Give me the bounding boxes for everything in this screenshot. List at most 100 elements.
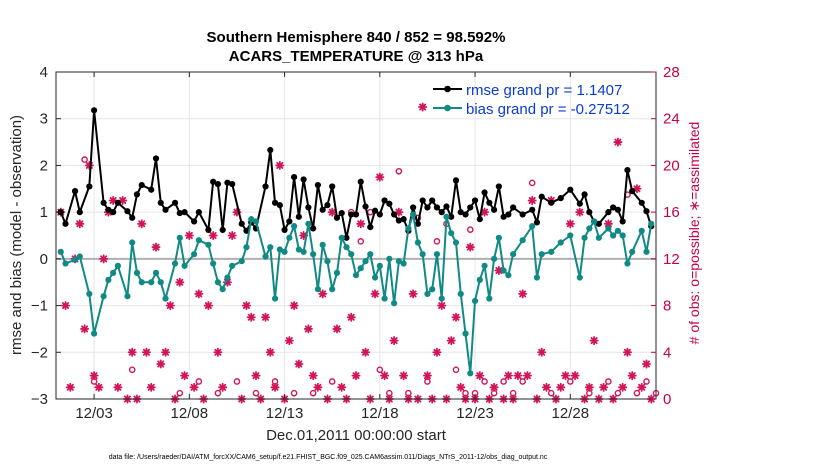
- chart-subtitle: ACARS_TEMPERATURE @ 313 hPa: [229, 48, 484, 65]
- bias-point: [643, 248, 650, 255]
- rmse-point: [176, 209, 183, 217]
- right-y-tick-label: 12: [663, 251, 680, 268]
- bias-point: [624, 260, 631, 267]
- obs-assimilated-stroke: [62, 302, 70, 310]
- obs-possible-marker: [252, 389, 260, 397]
- rmse-point: [152, 155, 160, 162]
- bias-point: [338, 234, 345, 241]
- rmse-point: [438, 209, 445, 216]
- obs-assimilated-marker: [218, 382, 228, 392]
- rmse-point: [219, 226, 226, 233]
- bias-point: [243, 244, 250, 251]
- bias-point: [110, 269, 117, 276]
- rmse-point: [381, 197, 388, 204]
- bias-point: [224, 274, 231, 281]
- obs-assimilated-marker: [437, 301, 447, 311]
- bias-point: [433, 251, 441, 258]
- bias-point: [576, 274, 583, 281]
- bias-point: [452, 239, 460, 246]
- rmse-point: [610, 204, 617, 211]
- obs-assimilated-stroke: [423, 372, 431, 380]
- obs-assimilated-marker: [432, 347, 442, 357]
- obs-assimilated-stroke: [242, 302, 250, 310]
- obs-possible-marker: [433, 238, 441, 245]
- obs-assimilated-marker: [361, 347, 371, 357]
- obs-assimilated-stroke: [628, 372, 636, 380]
- obs-assimilated-stroke: [438, 302, 446, 310]
- bias-point: [76, 253, 83, 260]
- obs-possible-marker: [376, 366, 384, 374]
- x-axis-ticks: 12/03 12/08 12/13 12/18 12/23 12/28: [75, 72, 589, 422]
- bias-point: [405, 225, 412, 232]
- obs-assimilated-stroke: [476, 372, 484, 380]
- obs-assimilated-stroke: [352, 372, 360, 380]
- obs-assimilated-marker: [161, 347, 171, 357]
- rmse-point: [157, 199, 164, 206]
- obs-assimilated-stroke: [147, 383, 155, 391]
- rmse-point: [419, 197, 426, 204]
- rmse-point: [267, 146, 274, 154]
- x-tick-label: 12/18: [361, 405, 399, 422]
- x-axis-label: Dec.01,2011 00:00:00 start: [266, 427, 447, 444]
- bias-point: [352, 272, 360, 279]
- obs-assimilated-marker: [370, 289, 380, 299]
- obs-possible-marker: [128, 366, 136, 374]
- obs-assimilated-marker: [622, 347, 632, 357]
- obs-assimilated-marker: [456, 382, 466, 392]
- bias-point: [210, 260, 217, 267]
- bias-point: [443, 213, 450, 220]
- rmse-point: [395, 217, 402, 224]
- bias-point: [105, 276, 112, 283]
- obs-assimilated-stroke: [214, 348, 222, 356]
- obs-assimilated-stroke: [333, 325, 341, 333]
- obs-possible-marker: [176, 389, 184, 397]
- obs-assimilated-stroke: [523, 372, 531, 380]
- obs-assimilated-stroke: [195, 290, 203, 298]
- obs-possible-marker: [81, 156, 88, 163]
- obs-assimilated-stroke: [390, 337, 398, 345]
- right-y-tick-label: 20: [663, 157, 680, 174]
- obs-assimilated-marker: [189, 382, 199, 392]
- obs-assimilated-marker: [637, 382, 647, 392]
- bias-point: [424, 290, 431, 297]
- obs-assimilated-marker: [284, 336, 294, 346]
- y-axis-ticks: −3 −2 −1 0 1 2 3 4: [31, 64, 61, 408]
- obs-assimilated-marker: [346, 312, 356, 322]
- bias-point: [305, 220, 312, 227]
- obs-assimilated-stroke: [562, 372, 570, 380]
- obs-assimilated-marker: [151, 242, 161, 252]
- obs-assimilated-stroke: [247, 313, 255, 321]
- y-tick-label: 3: [40, 111, 48, 128]
- obs-assimilated-marker: [165, 301, 175, 311]
- bias-point: [295, 246, 302, 253]
- bias-point: [319, 241, 326, 248]
- obs-assimilated-stroke: [600, 383, 608, 391]
- obs-assimilated-stroke: [623, 348, 631, 356]
- bias-point: [390, 300, 398, 307]
- obs-assimilated-stroke: [590, 337, 598, 345]
- bias-point: [286, 234, 293, 241]
- bias-point: [400, 260, 407, 267]
- bias-point: [648, 220, 655, 227]
- obs-assimilated-stroke: [376, 173, 384, 181]
- obs-assimilated-stroke: [228, 232, 236, 239]
- rmse-point: [457, 209, 464, 216]
- bias-point: [138, 279, 145, 286]
- x-tick-label: 12/23: [456, 405, 494, 422]
- x-tick-label: 12/03: [75, 405, 113, 422]
- series-layer: [57, 107, 655, 377]
- obs-assimilated-stroke: [100, 255, 108, 263]
- bias-point: [324, 258, 331, 265]
- rmse-point: [300, 176, 307, 183]
- bias-point: [214, 279, 222, 286]
- bias-point: [343, 244, 350, 251]
- rmse-point: [471, 197, 479, 204]
- bias-point: [219, 286, 226, 293]
- rmse-point: [424, 204, 431, 211]
- right-y-tick-label: 28: [663, 64, 680, 81]
- obs-assimilated-stroke: [328, 208, 336, 216]
- obs-possible-marker: [633, 389, 641, 397]
- bias-point: [457, 290, 464, 297]
- rmse-point: [462, 211, 469, 218]
- bias-point: [581, 234, 588, 241]
